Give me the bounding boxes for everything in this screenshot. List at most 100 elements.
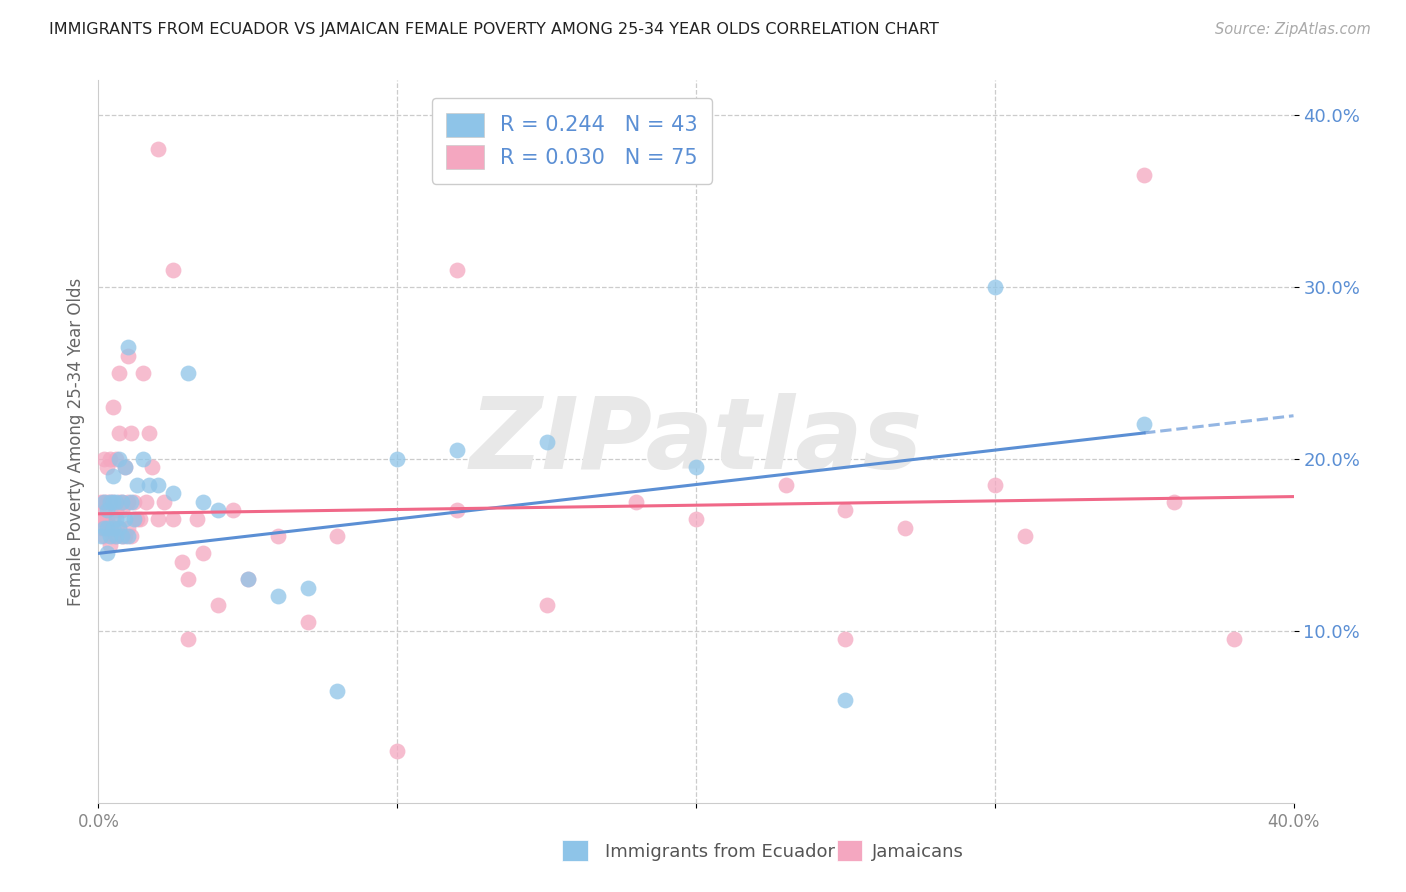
- Point: [117, 520, 139, 534]
- Point: [120, 529, 142, 543]
- Point: [148, 477, 170, 491]
- Point: [103, 400, 125, 414]
- Point: [98, 494, 122, 508]
- Text: Source: ZipAtlas.com: Source: ZipAtlas.com: [1215, 22, 1371, 37]
- Point: [162, 512, 184, 526]
- Point: [191, 546, 214, 560]
- Point: [162, 262, 184, 277]
- Point: [984, 477, 1007, 491]
- Point: [111, 494, 134, 508]
- Point: [132, 366, 155, 380]
- Point: [93, 512, 115, 526]
- Point: [98, 529, 122, 543]
- Text: Jamaicans: Jamaicans: [872, 843, 963, 861]
- Point: [172, 555, 194, 569]
- Point: [105, 512, 128, 526]
- Point: [446, 262, 468, 277]
- Point: [105, 451, 128, 466]
- Point: [93, 451, 115, 466]
- Point: [96, 546, 118, 560]
- Point: [129, 512, 152, 526]
- Point: [105, 529, 128, 543]
- Point: [236, 572, 259, 586]
- Point: [93, 503, 115, 517]
- Bar: [562, 840, 588, 861]
- Point: [446, 503, 468, 517]
- Point: [894, 520, 917, 534]
- Point: [326, 529, 349, 543]
- Point: [111, 503, 134, 517]
- Point: [117, 494, 139, 508]
- Point: [385, 744, 409, 758]
- Point: [834, 692, 856, 706]
- Point: [685, 460, 707, 475]
- Point: [1163, 494, 1185, 508]
- Point: [98, 494, 122, 508]
- Point: [775, 477, 797, 491]
- Y-axis label: Female Poverty Among 25-34 Year Olds: Female Poverty Among 25-34 Year Olds: [66, 277, 84, 606]
- Point: [297, 615, 319, 630]
- Legend: R = 0.244   N = 43, R = 0.030   N = 75: R = 0.244 N = 43, R = 0.030 N = 75: [432, 98, 713, 184]
- Point: [446, 443, 468, 458]
- Point: [103, 529, 125, 543]
- Point: [117, 349, 139, 363]
- Point: [114, 512, 136, 526]
- Text: IMMIGRANTS FROM ECUADOR VS JAMAICAN FEMALE POVERTY AMONG 25-34 YEAR OLDS CORRELA: IMMIGRANTS FROM ECUADOR VS JAMAICAN FEMA…: [49, 22, 939, 37]
- Point: [626, 494, 648, 508]
- Point: [153, 494, 176, 508]
- Point: [222, 503, 245, 517]
- Point: [96, 520, 118, 534]
- Point: [93, 520, 115, 534]
- Point: [114, 460, 136, 475]
- Point: [1133, 168, 1156, 182]
- Point: [96, 503, 118, 517]
- Point: [93, 494, 115, 508]
- Point: [536, 434, 558, 449]
- Point: [207, 598, 229, 612]
- Point: [90, 529, 112, 543]
- Point: [111, 529, 134, 543]
- Point: [124, 512, 146, 526]
- Point: [105, 529, 128, 543]
- Point: [114, 460, 136, 475]
- Point: [135, 494, 157, 508]
- Point: [207, 503, 229, 517]
- Bar: [837, 840, 862, 861]
- Text: Immigrants from Ecuador: Immigrants from Ecuador: [605, 843, 835, 861]
- Point: [108, 494, 131, 508]
- Point: [105, 494, 128, 508]
- Point: [120, 494, 142, 508]
- Point: [90, 512, 112, 526]
- Point: [267, 590, 290, 604]
- Point: [98, 538, 122, 552]
- Point: [117, 529, 139, 543]
- Point: [267, 529, 290, 543]
- Point: [385, 451, 409, 466]
- Point: [536, 598, 558, 612]
- Point: [114, 529, 136, 543]
- Point: [1223, 632, 1246, 647]
- Point: [138, 425, 160, 440]
- Point: [120, 425, 142, 440]
- Point: [148, 512, 170, 526]
- Point: [138, 477, 160, 491]
- Point: [132, 451, 155, 466]
- Point: [93, 529, 115, 543]
- Point: [103, 494, 125, 508]
- Point: [90, 494, 112, 508]
- Point: [103, 512, 125, 526]
- Point: [148, 142, 170, 156]
- Point: [834, 503, 856, 517]
- Point: [103, 520, 125, 534]
- Point: [96, 460, 118, 475]
- Point: [236, 572, 259, 586]
- Point: [186, 512, 208, 526]
- Point: [984, 279, 1007, 293]
- Point: [96, 494, 118, 508]
- Point: [108, 366, 131, 380]
- Point: [90, 520, 112, 534]
- Point: [108, 451, 131, 466]
- Point: [103, 494, 125, 508]
- Point: [96, 520, 118, 534]
- Point: [127, 512, 149, 526]
